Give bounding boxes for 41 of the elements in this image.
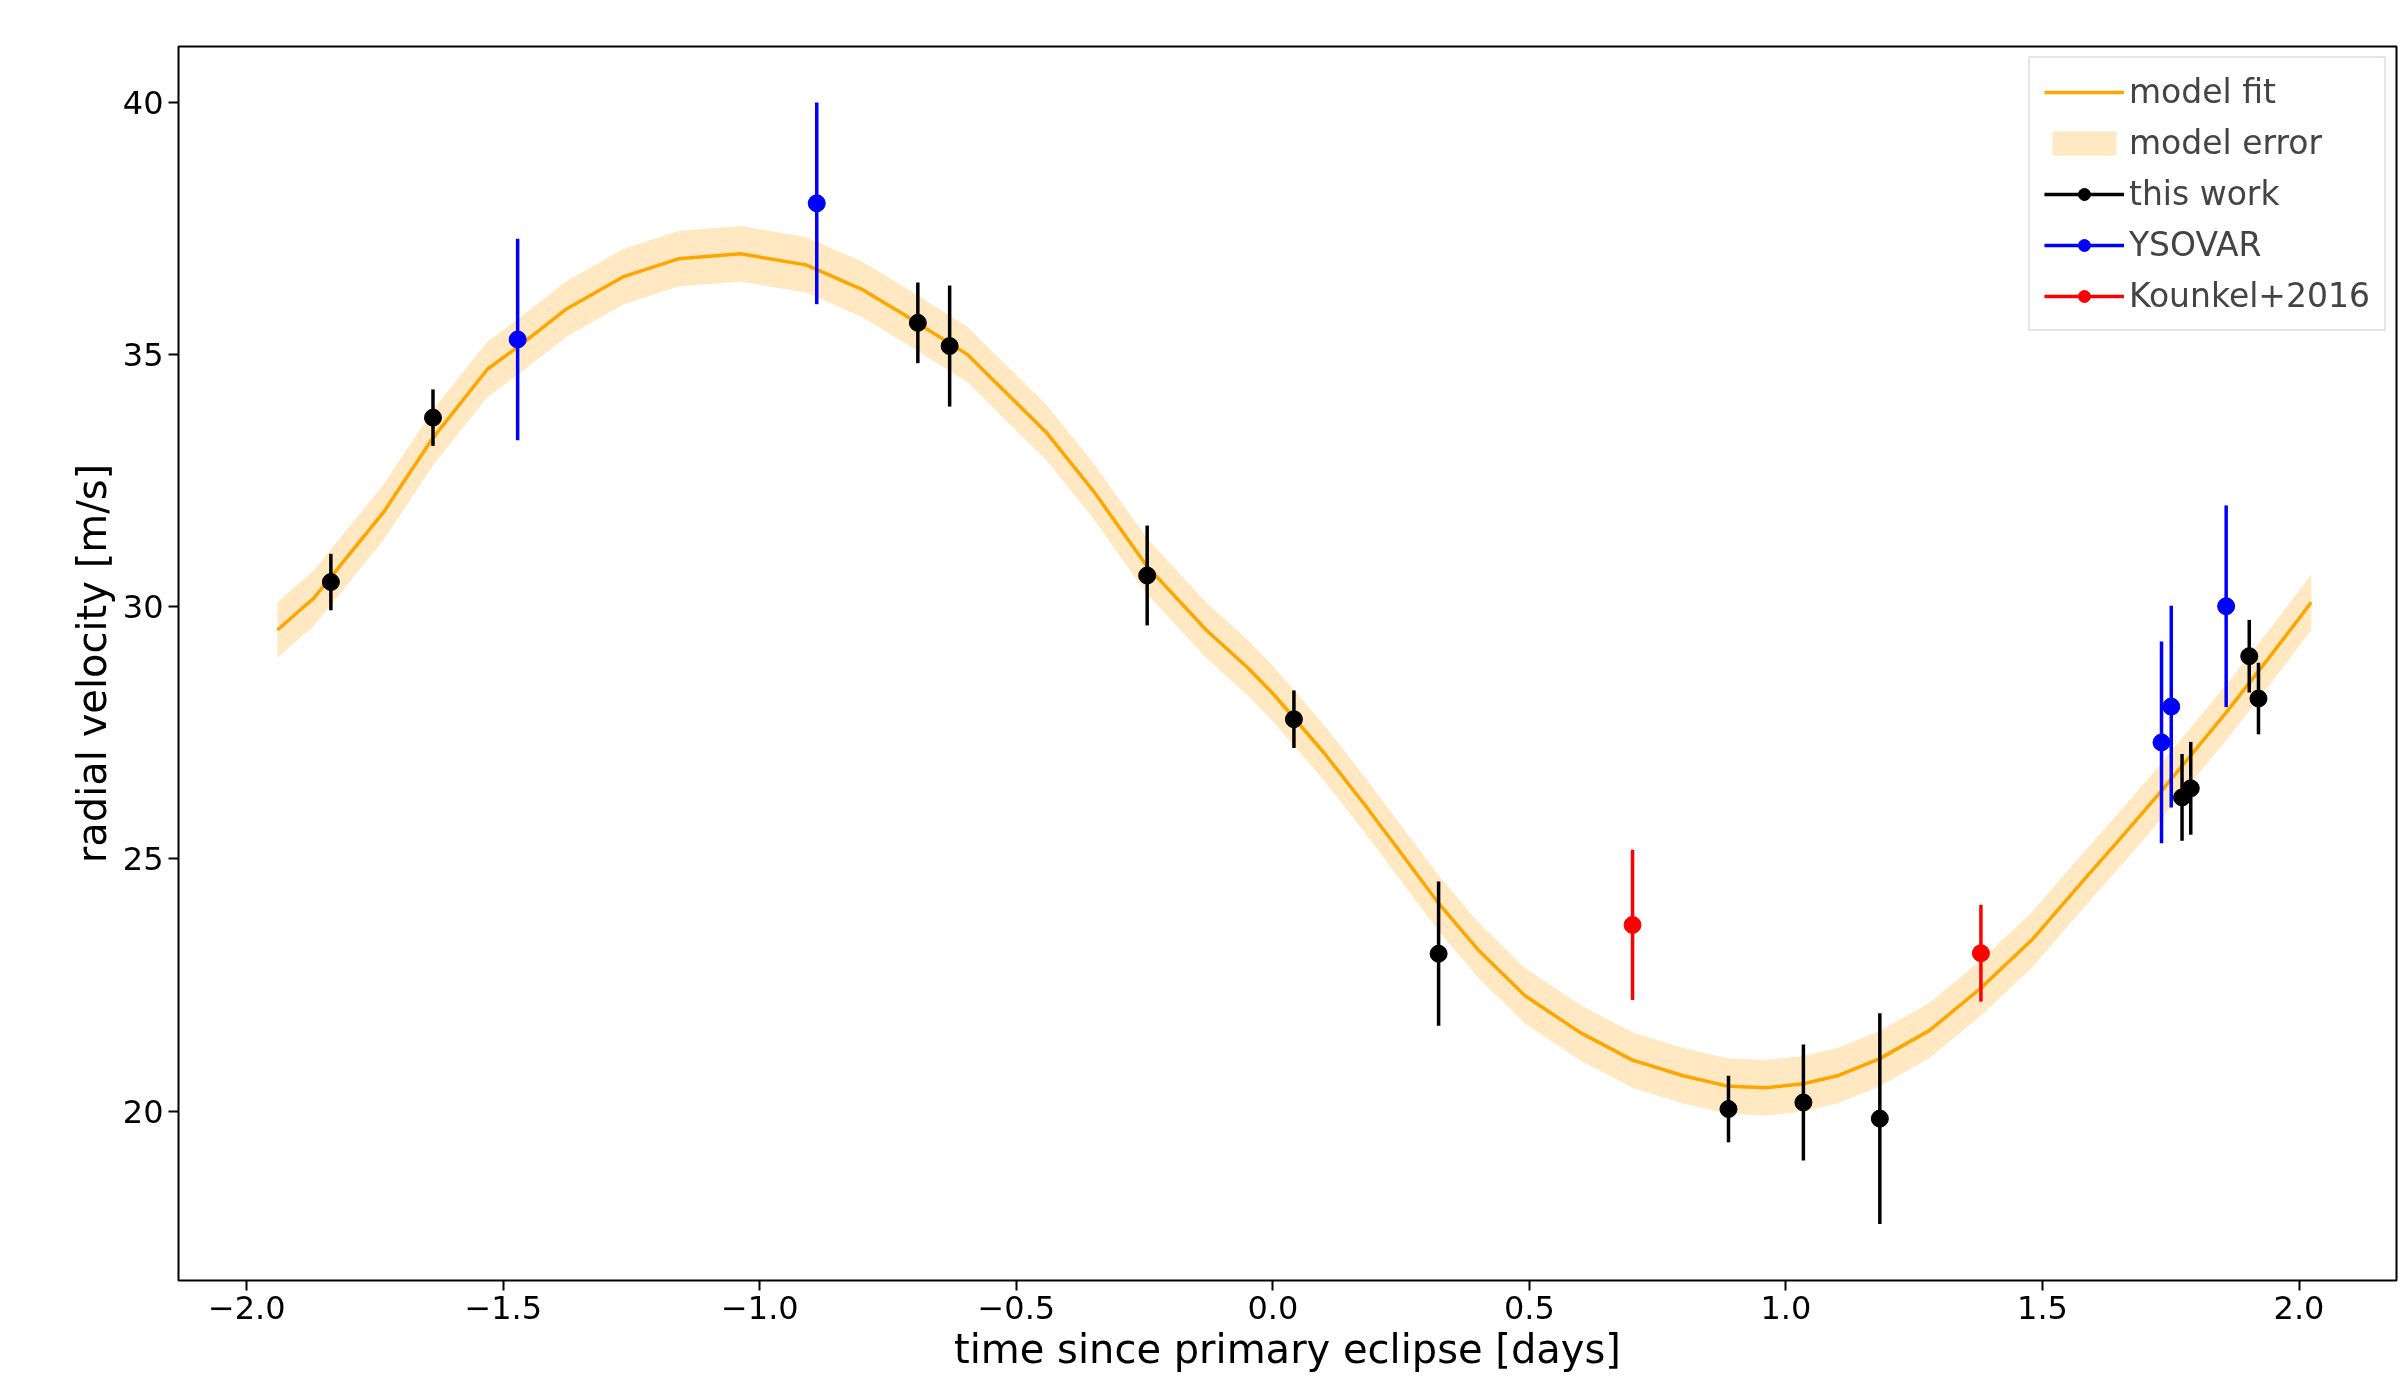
legend-label: model fit [2128,72,2276,111]
point [1719,1100,1738,1119]
y-tick-label: 40 [122,83,164,122]
y-tick-label: 30 [122,588,164,627]
x-tick-label: 1.5 [2017,1288,2068,1327]
point [321,573,340,592]
point [940,337,959,356]
point [1138,566,1157,585]
point [807,194,826,213]
x-tick-label: −0.5 [977,1288,1056,1327]
legend-label: this work [2128,174,2280,213]
point [1971,944,1990,963]
point [1623,915,1642,934]
legend-label: YSOVAR [2128,225,2262,264]
point [1429,944,1448,963]
y-tick-label: 35 [122,336,164,375]
legend-label: model error [2128,123,2323,162]
point [908,313,927,332]
point [2217,597,2236,616]
y-tick-label: 25 [122,840,164,879]
x-tick-label: −1.5 [464,1288,543,1327]
point [2249,689,2268,708]
x-tick-label: 0.5 [1503,1288,1555,1327]
point [423,408,442,427]
point [2181,779,2200,798]
x-tick-label: 0.0 [1247,1288,1299,1327]
legend-label: Kounkel+2016 [2128,276,2370,315]
point [2162,697,2181,716]
point [2152,733,2171,752]
x-tick-label: 2.0 [2273,1288,2325,1327]
point [1794,1093,1813,1112]
point [508,330,527,349]
point [1870,1109,1889,1128]
x-axis-title: time since primary eclipse [days] [954,1325,1621,1372]
y-axis-title: radial velocity [m/s] [68,463,115,864]
x-tick-label: 1.0 [1760,1288,1812,1327]
x-tick-label: −1.0 [720,1288,799,1327]
x-tick-label: −2.0 [207,1288,286,1327]
point [1284,710,1303,729]
y-tick-label: 20 [122,1092,164,1131]
point [2240,647,2259,666]
